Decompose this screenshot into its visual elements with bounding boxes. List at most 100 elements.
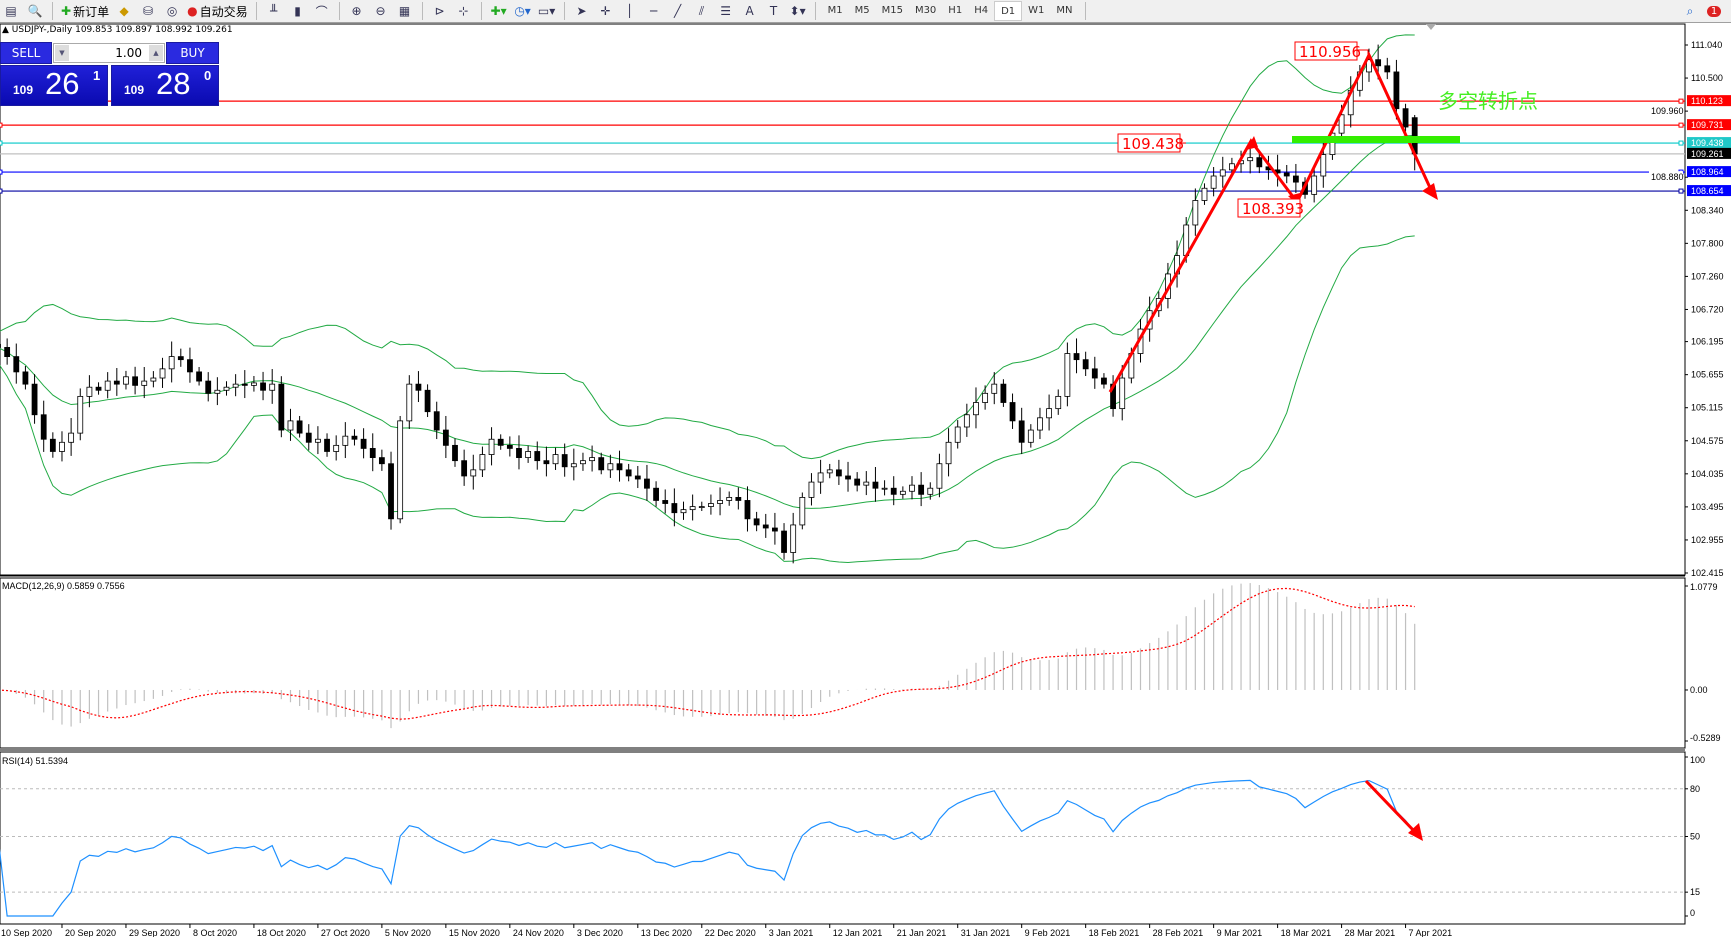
timeframe-mn[interactable]: MN xyxy=(1056,4,1073,16)
new-order-button[interactable]: ✚ 新订单 xyxy=(59,2,111,20)
bull-candle xyxy=(333,444,340,452)
periods-icon[interactable]: ◷▾ xyxy=(514,4,531,18)
macd-tick-label: -0.5289 xyxy=(1690,733,1721,743)
divider xyxy=(421,2,423,20)
arrowhead-icon xyxy=(1422,183,1438,200)
zoom-in-icon[interactable]: ⊕ xyxy=(351,4,362,18)
chart-shift-icon[interactable]: ⊹ xyxy=(458,4,469,18)
bull-candle xyxy=(826,469,833,474)
bear-candle xyxy=(1402,108,1409,128)
timeframe-d1[interactable]: D1 xyxy=(994,1,1023,21)
timeframe-h1[interactable]: H1 xyxy=(948,4,963,16)
new-chart-icon[interactable]: ▤ xyxy=(5,4,17,18)
lots-input[interactable]: ▼ 1.00 ▲ xyxy=(53,43,165,63)
bull-candle xyxy=(863,481,870,486)
bull-candle xyxy=(1119,377,1126,410)
bull-candle xyxy=(927,487,934,495)
horizontal-line-icon[interactable]: ─ xyxy=(649,4,658,18)
timeframe-m30[interactable]: M30 xyxy=(914,4,937,16)
tile-windows-icon[interactable]: ▦ xyxy=(398,4,411,18)
sell-price-main: 26 xyxy=(45,66,80,101)
crosshair-icon[interactable]: ✛ xyxy=(600,4,611,18)
bar-chart-icon[interactable]: ╨ xyxy=(269,4,278,18)
bull-candle xyxy=(973,402,979,416)
chart-shift-marker-icon[interactable] xyxy=(1426,24,1436,30)
notifications-button[interactable]: 1 xyxy=(1703,2,1725,20)
lot-decrease-icon[interactable]: ▼ xyxy=(55,45,69,61)
bear-candle xyxy=(598,457,605,471)
auto-scroll-icon[interactable]: ⊳ xyxy=(434,4,445,18)
date-label: 9 Mar 2021 xyxy=(1217,928,1263,937)
signals-icon[interactable]: ◎ xyxy=(166,4,178,18)
line-handle-icon[interactable] xyxy=(1678,122,1684,128)
timeframe-h4[interactable]: H4 xyxy=(974,4,989,16)
price-tick-label: 109.960 xyxy=(1651,106,1684,116)
text-label-icon[interactable]: T xyxy=(769,4,778,18)
arrows-icon[interactable]: ⬍▾ xyxy=(789,4,806,18)
timeframe-m1[interactable]: M1 xyxy=(827,4,843,16)
vertical-line-icon[interactable]: │ xyxy=(625,4,634,18)
buy-price-button[interactable]: 109 28 0 xyxy=(111,65,219,106)
equidistant-channel-icon[interactable]: ⫽ xyxy=(698,3,705,18)
line-chart-icon[interactable]: ⌒ xyxy=(315,4,328,19)
price-tick-label-bg xyxy=(1649,105,1683,117)
buy-button[interactable]: BUY xyxy=(166,42,219,64)
trendline-icon[interactable]: ╱ xyxy=(673,4,682,18)
price-tick-label: 102.415 xyxy=(1691,568,1724,578)
candlestick-icon[interactable]: ▮ xyxy=(294,4,301,18)
indicators-icon[interactable]: ✚▾ xyxy=(490,4,507,18)
date-label: 28 Feb 2021 xyxy=(1153,928,1204,937)
bull-candle xyxy=(1201,187,1208,201)
sell-price-button[interactable]: 109 26 1 xyxy=(0,65,108,106)
date-label: 20 Sep 2020 xyxy=(65,928,116,937)
templates-icon[interactable]: ▭▾ xyxy=(537,4,556,18)
trough-label-box[interactable] xyxy=(1237,198,1301,218)
price-line-label-bg xyxy=(1687,185,1731,197)
timeframe-m15[interactable]: M15 xyxy=(881,4,903,16)
line-handle-icon[interactable] xyxy=(0,188,3,194)
rsi-tick-label: 15 xyxy=(1690,887,1700,897)
collapse-icon[interactable]: ▲ xyxy=(2,25,9,35)
line-handle-icon[interactable] xyxy=(1678,188,1684,194)
navigator-icon[interactable]: ⛁ xyxy=(143,4,154,18)
line-handle-icon[interactable] xyxy=(0,140,3,146)
lots-value[interactable]: 1.00 xyxy=(115,46,142,60)
text-icon[interactable]: A xyxy=(745,4,754,18)
search-icon[interactable]: ⌕ xyxy=(1686,3,1694,18)
bull-candle xyxy=(717,500,723,504)
peak-label-box[interactable] xyxy=(1294,41,1358,61)
price-tick-label: 106.720 xyxy=(1691,304,1724,314)
annotations[interactable]: 110.956 109.438 108.393 多空转折点 xyxy=(1108,24,1538,841)
bull-candle xyxy=(790,524,797,553)
bear-candle xyxy=(1283,172,1290,177)
bull-candle xyxy=(991,383,998,394)
zoom-out-icon[interactable]: ⊖ xyxy=(375,4,386,18)
turning-point-line[interactable] xyxy=(1292,136,1460,143)
auto-trading-button[interactable]: ● 自动交易 xyxy=(185,2,250,20)
fibonacci-icon[interactable]: ☰ xyxy=(720,4,731,18)
line-handle-icon[interactable] xyxy=(1678,140,1684,146)
bear-candle xyxy=(662,500,669,504)
timeframe-m5[interactable]: M5 xyxy=(854,4,870,16)
rsi-tick-label: 100 xyxy=(1690,755,1705,765)
bull-candle xyxy=(1320,154,1327,177)
rsi-arrow-line[interactable] xyxy=(1364,779,1418,835)
line-handle-icon[interactable] xyxy=(1678,98,1684,104)
date-label: 21 Jan 2021 xyxy=(897,928,947,937)
lot-increase-icon[interactable]: ▲ xyxy=(149,45,163,61)
bull-candle xyxy=(1311,175,1318,195)
sell-button[interactable]: SELL xyxy=(0,42,52,64)
line-handle-icon[interactable] xyxy=(0,169,3,175)
bull-candle xyxy=(479,454,486,471)
bear-candle xyxy=(744,500,751,520)
timeframe-w1[interactable]: W1 xyxy=(1028,4,1045,16)
market-watch-icon[interactable]: 🔍 xyxy=(27,4,43,18)
cursor-icon[interactable]: ➤ xyxy=(576,4,587,18)
line-handle-icon[interactable] xyxy=(0,122,3,128)
price-tick-label-bg xyxy=(1649,171,1683,183)
bear-candle xyxy=(1375,59,1382,67)
bear-candle xyxy=(918,484,925,495)
metaeditor-icon[interactable]: ◆ xyxy=(119,4,129,18)
bear-candle xyxy=(369,448,376,459)
